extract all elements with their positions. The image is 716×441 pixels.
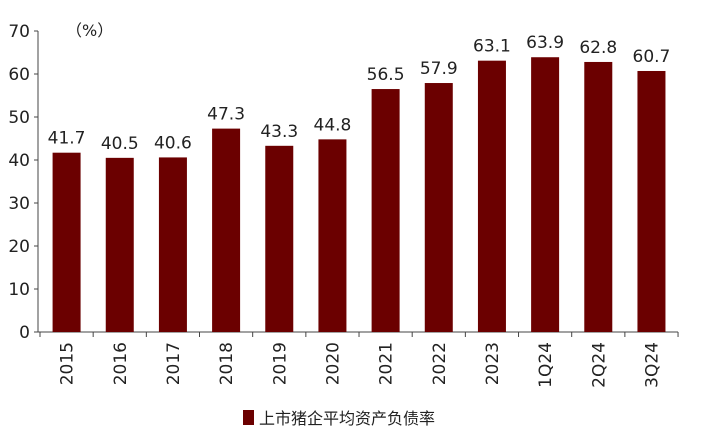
y-tick-label: 30 bbox=[8, 194, 30, 214]
bar bbox=[318, 139, 347, 332]
bar bbox=[371, 89, 400, 332]
x-tick-label: 1Q24 bbox=[536, 342, 556, 388]
x-tick-label: 2018 bbox=[217, 342, 237, 385]
y-tick-label: 0 bbox=[19, 323, 30, 343]
bar bbox=[531, 57, 560, 332]
x-tick-label: 3Q24 bbox=[642, 342, 662, 388]
data-label: 47.3 bbox=[207, 105, 245, 125]
x-tick-label: 2019 bbox=[270, 342, 290, 385]
bar bbox=[105, 157, 134, 332]
data-label: 63.1 bbox=[473, 37, 511, 57]
x-tick-label: 2016 bbox=[111, 342, 131, 385]
legend: 上市猪企平均资产负债率 bbox=[243, 409, 435, 428]
data-label: 41.7 bbox=[48, 129, 86, 149]
x-tick-label: 2020 bbox=[323, 342, 343, 385]
data-label: 44.8 bbox=[314, 115, 352, 135]
bar bbox=[584, 61, 613, 333]
data-label: 40.5 bbox=[101, 134, 139, 154]
bar bbox=[477, 60, 506, 333]
data-label: 57.9 bbox=[420, 59, 458, 79]
y-tick-label: 10 bbox=[8, 280, 30, 300]
y-tick-label: 70 bbox=[8, 22, 30, 42]
bar bbox=[637, 70, 666, 333]
bar bbox=[52, 152, 81, 332]
x-tick-label: 2015 bbox=[58, 342, 78, 385]
legend-swatch bbox=[243, 410, 254, 425]
x-tick-label: 2022 bbox=[430, 342, 450, 385]
x-tick-label: 2021 bbox=[377, 342, 397, 385]
bars bbox=[52, 57, 666, 333]
x-tick-label: 2017 bbox=[164, 342, 184, 385]
x-tick-label: 2023 bbox=[483, 342, 503, 385]
y-axis: 0 10 20 30 40 50 60 70 bbox=[8, 22, 39, 343]
data-label: 43.3 bbox=[260, 122, 298, 142]
data-label: 63.9 bbox=[526, 33, 564, 53]
bar bbox=[265, 145, 294, 332]
legend-label: 上市猪企平均资产负债率 bbox=[259, 409, 435, 428]
y-unit-label: （%） bbox=[66, 21, 113, 40]
x-axis: 2015 2016 2017 2018 2019 2020 2021 2022 2023 1Q24… bbox=[38, 331, 679, 388]
data-label: 56.5 bbox=[367, 65, 405, 85]
data-labels: 41.7 40.5 40.6 47.3 43.3 44.8 56.5 57.9 63.1 63.9… bbox=[48, 33, 671, 154]
data-label: 40.6 bbox=[154, 133, 192, 153]
y-tick-label: 50 bbox=[8, 108, 30, 128]
bar bbox=[158, 157, 187, 332]
bar bbox=[212, 128, 241, 332]
data-label: 62.8 bbox=[579, 38, 617, 58]
y-tick-label: 40 bbox=[8, 151, 30, 171]
x-tick-label: 2Q24 bbox=[589, 342, 609, 388]
bar bbox=[424, 83, 453, 332]
data-label: 60.7 bbox=[633, 47, 671, 67]
y-tick-label: 60 bbox=[8, 65, 30, 85]
y-tick-label: 20 bbox=[8, 237, 30, 257]
